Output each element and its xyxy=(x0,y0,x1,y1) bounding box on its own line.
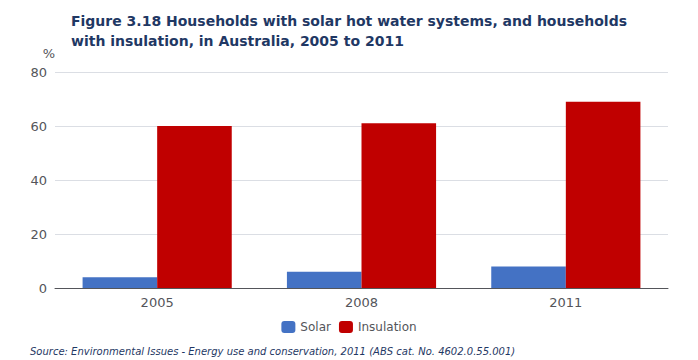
svg-text:40: 40 xyxy=(30,173,47,188)
svg-text:%: % xyxy=(43,46,55,61)
svg-text:2008: 2008 xyxy=(345,295,378,310)
svg-text:with insulation, in Australia,: with insulation, in Australia, 2005 to 2… xyxy=(71,33,404,49)
svg-text:0: 0 xyxy=(39,281,47,296)
svg-text:2011: 2011 xyxy=(549,295,582,310)
svg-text:80: 80 xyxy=(30,65,47,80)
svg-text:Figure 3.18 Households with so: Figure 3.18 Households with solar hot wa… xyxy=(71,13,627,29)
svg-text:60: 60 xyxy=(30,119,47,134)
svg-text:Source: Environmental Issues -: Source: Environmental Issues - Energy us… xyxy=(30,346,515,357)
svg-text:20: 20 xyxy=(30,227,47,242)
svg-text:Insulation: Insulation xyxy=(358,320,417,334)
svg-text:2005: 2005 xyxy=(141,295,174,310)
svg-text:Solar: Solar xyxy=(300,320,331,334)
